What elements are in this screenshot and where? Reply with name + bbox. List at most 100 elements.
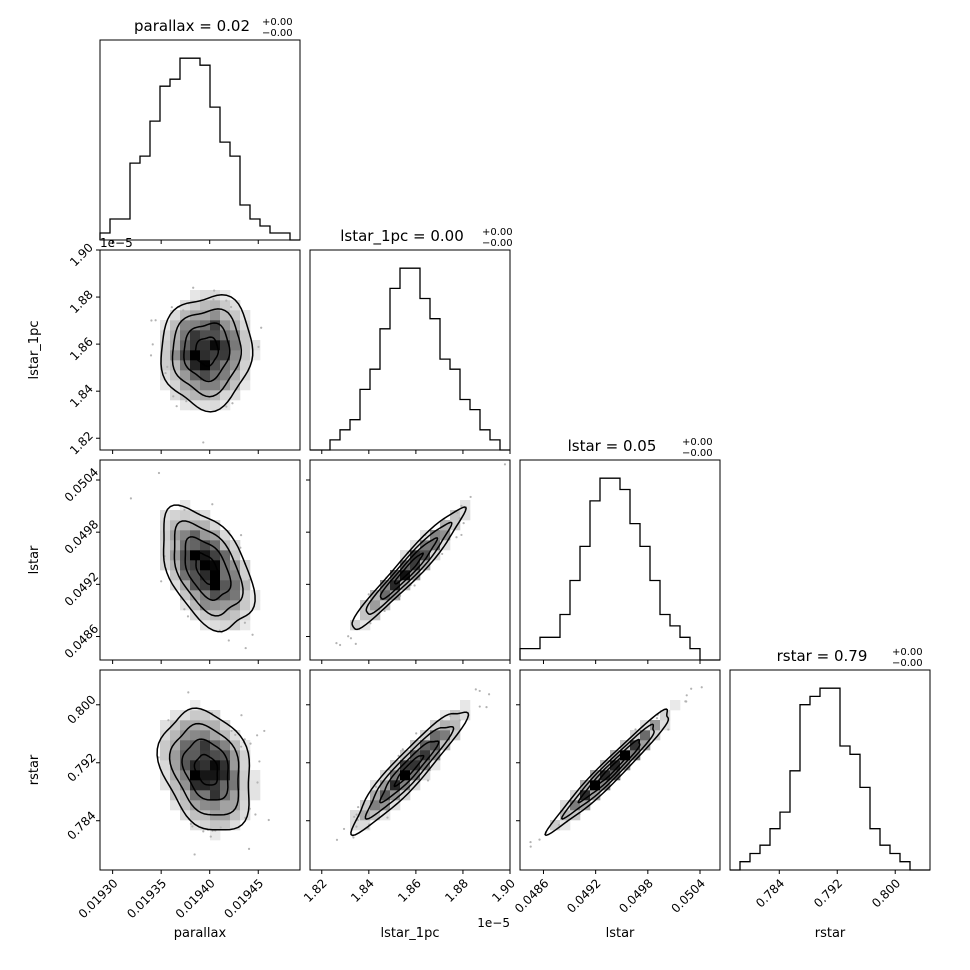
sample-point (458, 719, 461, 722)
density-cell (240, 360, 251, 371)
density-cell (160, 520, 171, 531)
contour-line (162, 504, 256, 633)
density-cell (160, 330, 171, 341)
density-cell (210, 330, 221, 341)
density-cell (400, 770, 411, 781)
density-cell (200, 610, 211, 621)
density-cell (170, 580, 181, 591)
sample-point (167, 719, 170, 722)
contour-line (156, 707, 251, 831)
density-cell (170, 360, 181, 371)
y-tick-label: 0.792 (64, 750, 98, 784)
density-cell (190, 740, 201, 751)
sample-point (456, 511, 459, 514)
sample-point (396, 598, 399, 601)
density-cell (240, 580, 251, 591)
x-axis-label-rstar: rstar (815, 926, 846, 941)
sample-point (189, 822, 193, 825)
density-cell (220, 730, 231, 741)
x-tick-label: 1.90 (489, 876, 518, 905)
density-cell (200, 710, 211, 721)
density-cell (200, 400, 211, 411)
density-cell (240, 760, 251, 771)
density-cell (200, 370, 211, 381)
contour-line (365, 521, 453, 615)
density-cell (230, 350, 241, 361)
density-cell (200, 520, 211, 531)
density-cell (230, 310, 241, 321)
y-tick-label: 0.0492 (62, 569, 102, 609)
density-cell (220, 350, 231, 361)
sample-point (449, 714, 452, 718)
sample-point (386, 816, 389, 819)
panel-frame (309, 669, 511, 871)
sample-point (374, 785, 378, 788)
density-cell (230, 330, 241, 341)
x-tick-label: 1.86 (395, 876, 424, 905)
density-cell (240, 620, 251, 631)
density-cell (180, 790, 191, 801)
density-cell (440, 720, 451, 731)
y-tick-label: 0.0486 (62, 622, 102, 662)
sample-point (667, 728, 670, 731)
density-cell (230, 540, 241, 551)
density-cell (200, 530, 211, 541)
sample-point (243, 621, 247, 624)
sample-point (353, 815, 356, 818)
density-cell (420, 750, 431, 761)
density-cell (190, 340, 201, 351)
sample-point (369, 622, 372, 625)
x-tick-label: 0.784 (753, 876, 787, 910)
density-cell (590, 790, 601, 801)
density-cell (160, 750, 171, 761)
title-lower-error: −0.00 (262, 28, 293, 39)
density-cell (160, 780, 171, 791)
panel-frame (519, 669, 721, 871)
density-cell (210, 830, 221, 841)
density-cell (190, 800, 201, 811)
density-cell (360, 610, 371, 621)
density-cell (230, 300, 241, 311)
density-cell (190, 390, 201, 401)
density-cell (200, 770, 211, 781)
sample-point (478, 705, 481, 708)
density-cell (160, 540, 171, 551)
density-cell (580, 800, 591, 811)
density-cell (190, 370, 201, 381)
density-cell (550, 820, 561, 831)
sample-point (700, 686, 703, 689)
sample-point (193, 853, 196, 856)
density-cell (230, 770, 241, 781)
x-axis-label-parallax: parallax (174, 926, 227, 941)
sample-point (182, 309, 185, 312)
density-cell (190, 570, 201, 581)
y-axis-label-lstar_1pc: lstar_1pc (27, 321, 42, 380)
density-cell (180, 310, 191, 321)
density-cell (210, 400, 221, 411)
sample-point (157, 471, 161, 475)
sample-point (441, 719, 444, 722)
histogram-panel-parallax: parallax = 0.02 +0.00−0.00 (99, 17, 301, 241)
sample-point (225, 405, 228, 408)
density-cell (240, 380, 251, 391)
panel-frame (99, 39, 301, 241)
density-cell (160, 530, 171, 541)
density-cell (240, 320, 251, 331)
sample-point (398, 594, 402, 597)
density-cell (200, 820, 211, 831)
density-cell (230, 380, 241, 391)
x-tick-label: 0.0492 (564, 876, 604, 916)
density-cell (160, 730, 171, 741)
density-cell (160, 360, 171, 371)
sample-point (256, 734, 259, 737)
density-cell (210, 760, 221, 771)
sample-point (202, 441, 205, 444)
sample-point (655, 717, 659, 720)
density-cell (210, 320, 221, 331)
sample-point (357, 805, 360, 809)
sample-point (460, 504, 463, 507)
x-tick-label: 1.82 (301, 876, 330, 905)
density-cell (620, 760, 631, 771)
sample-point (192, 286, 195, 289)
density-cell (180, 530, 191, 541)
